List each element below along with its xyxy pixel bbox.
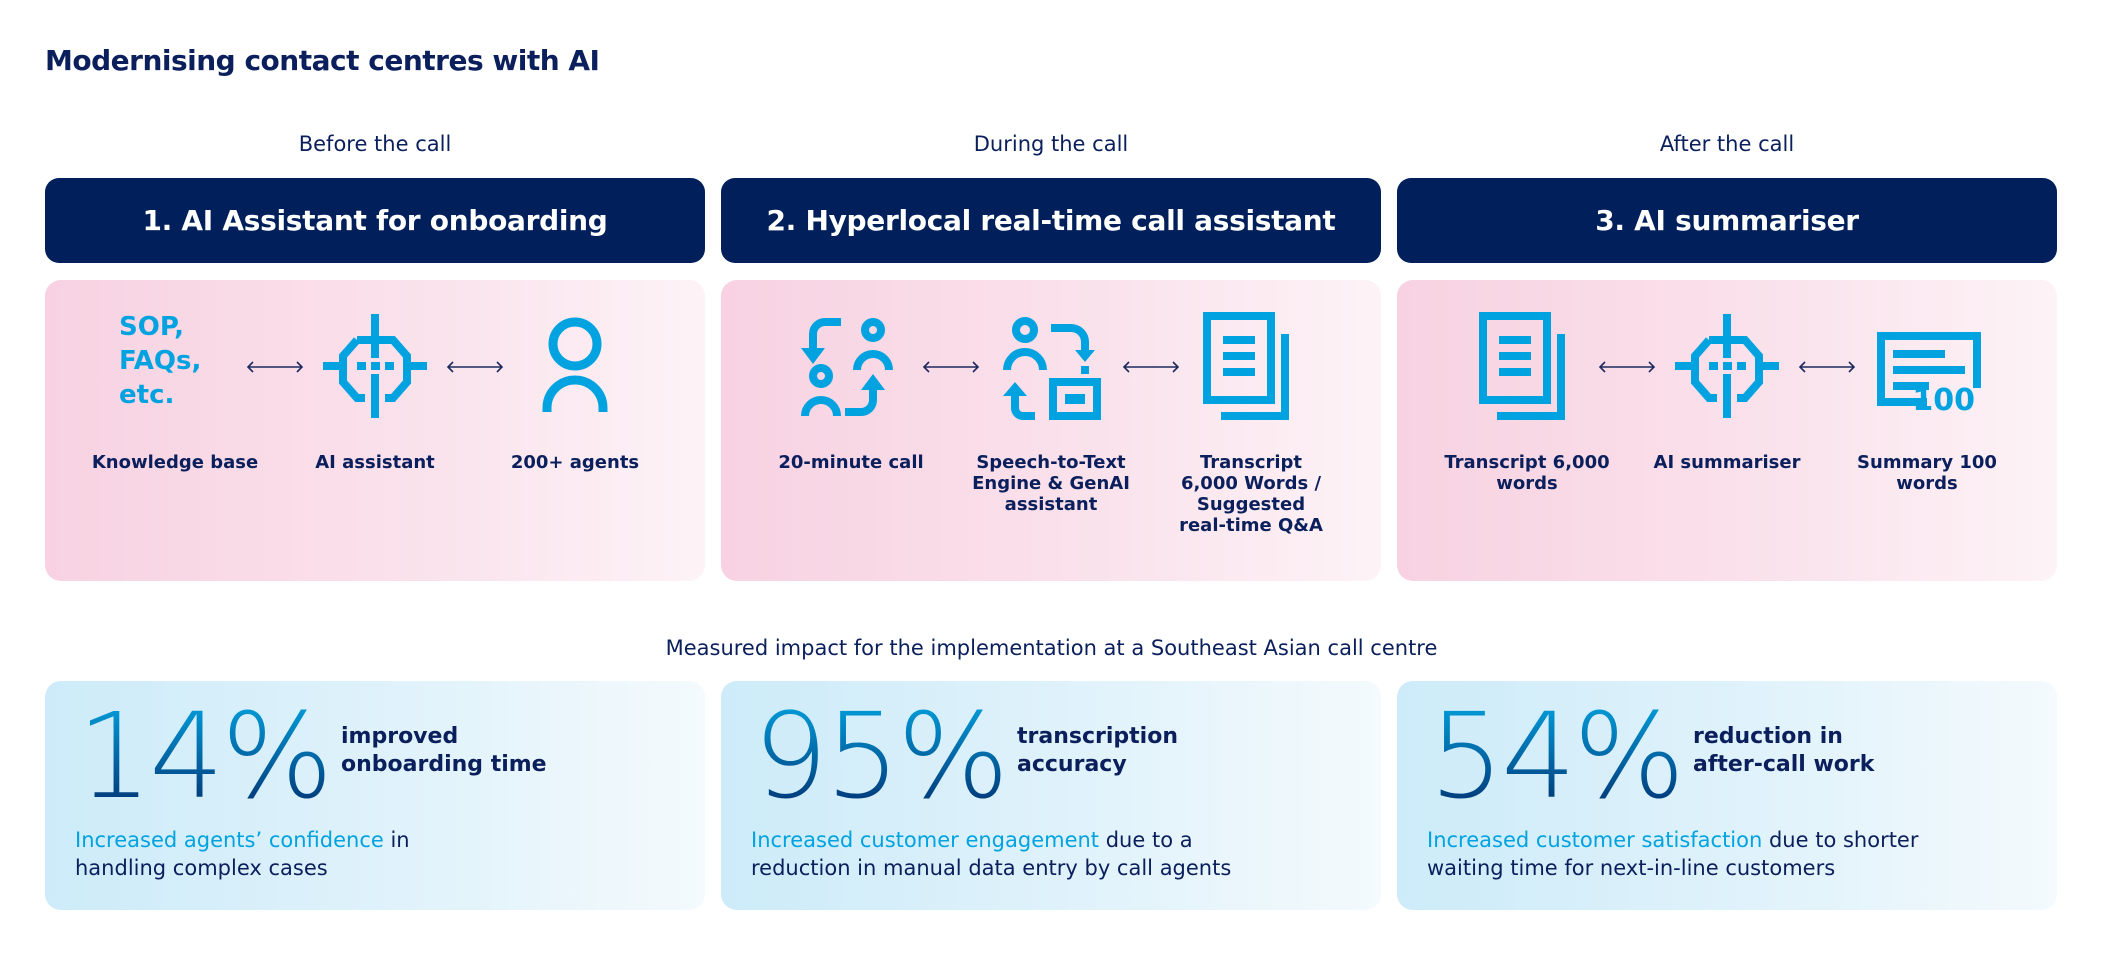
flow-step: Speech-to-Text Engine & GenAI assistant	[951, 310, 1151, 515]
flow-step: Transcript 6,000 Words / Suggested real-…	[1151, 310, 1351, 536]
ai-chip-icon	[275, 310, 475, 422]
flow-step: 200+ agents	[475, 310, 675, 473]
step-label: Transcript 6,000 Words / Suggested real-…	[1179, 452, 1323, 536]
flow-step: SOP, FAQs, etc. Knowledge base	[75, 310, 275, 473]
flow-step: AI assistant	[275, 310, 475, 473]
phase-label: Before the call	[298, 132, 452, 156]
bidirectional-arrow-icon	[245, 358, 305, 377]
document-icon	[1151, 310, 1351, 422]
page-title: Modernising contact centres with AI	[45, 44, 600, 77]
knowledge-base-text: SOP, FAQs, etc.	[119, 312, 202, 410]
metric-caption: transcription accuracy	[1017, 724, 1178, 777]
metric-description: Increased agents’ confidence in handling …	[75, 828, 410, 880]
flow-step: 100 Summary 100 words	[1827, 310, 2027, 494]
step-label: AI summariser	[1653, 452, 1801, 473]
step-label: Summary 100 words	[1857, 452, 1997, 494]
phase-card: Transcript 6,000 words AI summariser 100 Su…	[1397, 280, 2057, 581]
phase-label: During the call	[973, 132, 1129, 156]
phase-heading: 2. Hyperlocal real-time call assistant	[721, 178, 1381, 263]
flow-step: 20-minute call	[751, 310, 951, 473]
metric-description: Increased customer engagement due to a re…	[751, 828, 1232, 880]
phase-heading: 3. AI summariser	[1397, 178, 2057, 263]
step-label: Transcript 6,000 words	[1444, 452, 1610, 494]
person-icon	[475, 310, 675, 422]
conversation-icon	[751, 310, 951, 422]
step-label: Knowledge base	[91, 452, 259, 473]
phase-label: After the call	[1659, 132, 1795, 156]
phase-card: 20-minute call Speech-to-Text Engine & Ge…	[721, 280, 1381, 581]
flow-step: AI summariser	[1627, 310, 1827, 473]
flow-step: Transcript 6,000 words	[1427, 310, 1627, 494]
metric-value: 54%	[1429, 687, 1685, 825]
metric-caption: reduction in after-call work	[1693, 724, 1875, 777]
impact-title: Measured impact for the implementation a…	[665, 636, 1438, 660]
bidirectional-arrow-icon	[1797, 358, 1857, 377]
document-icon	[1427, 310, 1627, 422]
bidirectional-arrow-icon	[445, 358, 505, 377]
phase-card: SOP, FAQs, etc. Knowledge base AI assistant 2…	[45, 280, 705, 581]
metric-card: 54% reduction in after-call work Increase…	[1397, 681, 2057, 910]
step-label: 20-minute call	[778, 452, 924, 473]
metric-caption: improved onboarding time	[341, 724, 547, 777]
metric-card: 95% transcription accuracy Increased cust…	[721, 681, 1381, 910]
summary-badge: 100	[1912, 383, 1975, 418]
metric-card: 14% improved onboarding time Increased ag…	[45, 681, 705, 910]
bidirectional-arrow-icon	[1121, 358, 1181, 377]
step-label: Speech-to-Text Engine & GenAI assistant	[972, 452, 1130, 515]
step-label: 200+ agents	[510, 452, 640, 473]
step-label: AI assistant	[315, 452, 435, 473]
metric-value: 14%	[77, 687, 333, 825]
metric-description: Increased customer satisfaction due to s…	[1427, 828, 1919, 880]
summary-icon: 100	[1827, 310, 2027, 422]
ai-chip-icon	[1627, 310, 1827, 422]
bidirectional-arrow-icon	[921, 358, 981, 377]
bidirectional-arrow-icon	[1597, 358, 1657, 377]
metric-value: 95%	[753, 687, 1009, 825]
phase-heading: 1. AI Assistant for onboarding	[45, 178, 705, 263]
speech-engine-icon	[951, 310, 1151, 422]
